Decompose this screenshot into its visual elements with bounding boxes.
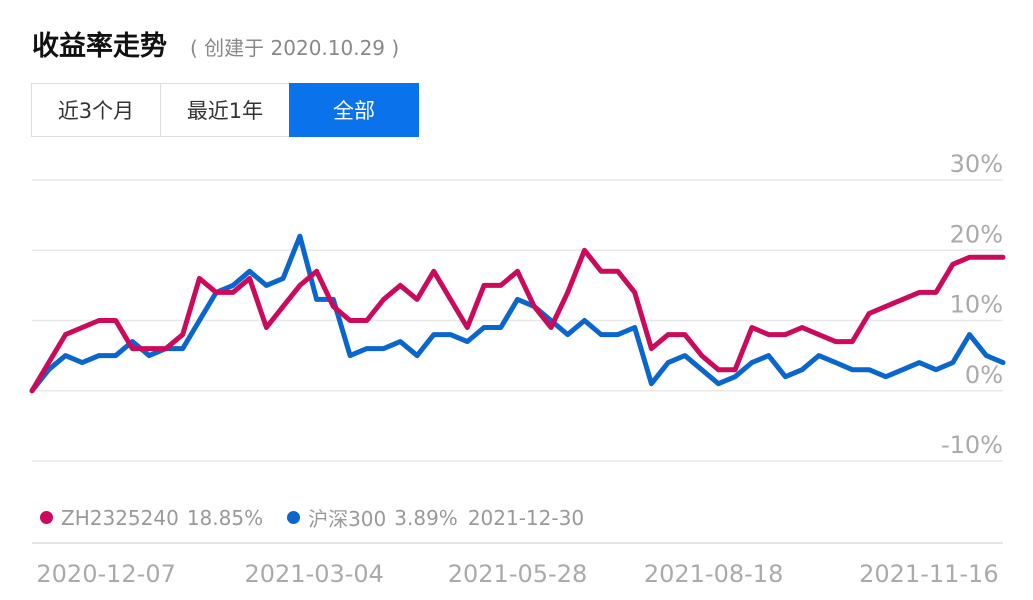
x-tick-label: 2021-05-28 [448,560,587,588]
legend-label: 沪深300 [308,507,387,531]
legend-item[interactable]: 沪深300 3.89% [287,503,458,532]
legend-label: ZH2325240 [61,505,179,530]
y-tick-label: 10% [950,291,1003,319]
tabs: 近3个月 最近1年 全部 [31,83,419,137]
x-tick-label: 2021-11-16 [859,560,998,588]
y-tick-label: 30% [950,150,1003,178]
subtitle: ( 创建于 2020.10.29 ) [190,36,400,60]
tab[interactable]: 最近1年 [160,83,290,137]
tab[interactable]: 近3个月 [31,83,161,137]
y-tick-label: 20% [950,220,1003,248]
y-tick-label: 0% [965,361,1003,389]
legend-marker [40,511,53,524]
tab[interactable]: 全部 [289,83,419,137]
x-tick-label: 2021-08-18 [644,560,783,588]
x-tick-label: 2021-03-04 [244,560,383,588]
legend: ZH2325240 18.85% 沪深300 3.89% 2021-12-30 [40,503,584,532]
legend-date: 2021-12-30 [467,505,585,530]
series-line [29,233,1006,394]
legend-marker [287,511,301,524]
legend-value: 18.85% [186,505,264,530]
y-tick-label: -10% [941,431,1003,459]
series-line [29,247,1006,394]
x-tick-label: 2020-12-07 [36,560,175,588]
legend-item[interactable]: ZH2325240 18.85% [40,506,263,530]
legend-value: 3.89% [394,505,458,530]
title: 收益率走势 [32,31,167,62]
